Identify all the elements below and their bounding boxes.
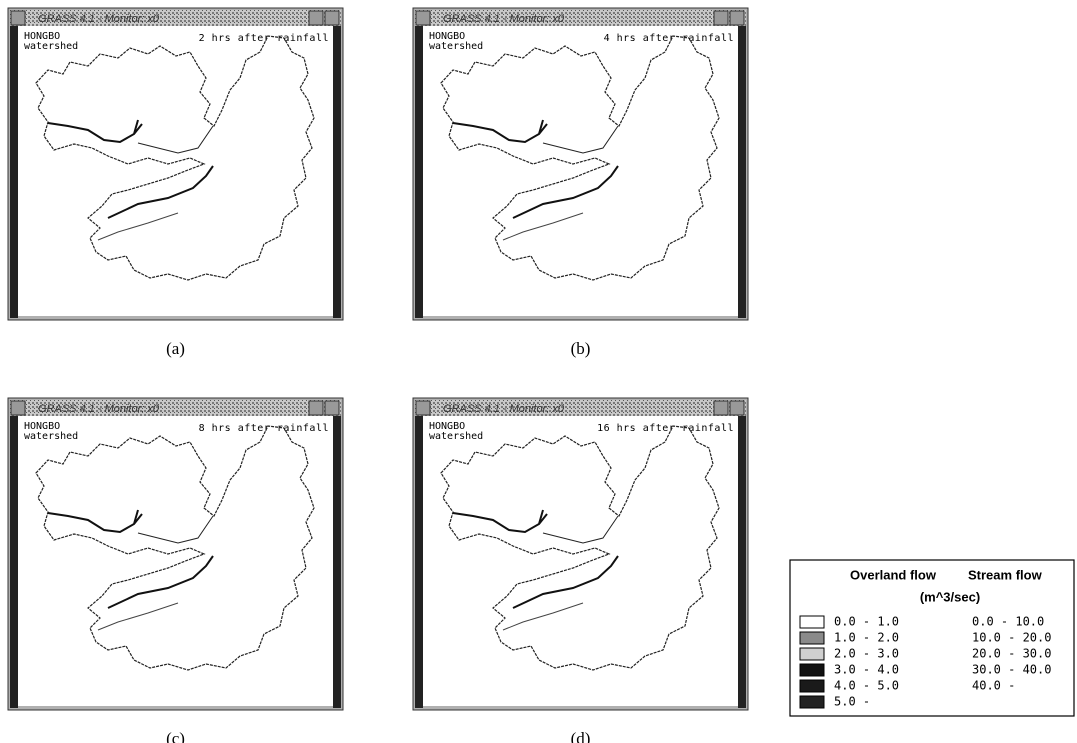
map-label: HONGBO: [24, 31, 60, 42]
legend-header: Overland flow: [850, 567, 937, 582]
map-canvas: [423, 26, 738, 316]
time-label: 2 hrs after rainfall: [199, 33, 329, 44]
overland-range: 5.0 -: [834, 695, 870, 709]
map-label: HONGBO: [429, 421, 465, 432]
menu-button: [10, 400, 26, 416]
legend-unit: (m^3/sec): [920, 589, 980, 604]
map-label: HONGBO: [24, 421, 60, 432]
right-border: [738, 416, 746, 708]
map-label: watershed: [429, 41, 483, 52]
legend-box: [789, 559, 1075, 717]
overland-range: 1.0 - 2.0: [834, 631, 899, 645]
stream-range: 20.0 - 30.0: [972, 647, 1051, 661]
right-border: [738, 26, 746, 318]
caption: (a): [166, 339, 185, 358]
legend-swatch: [799, 695, 825, 709]
max-button: [324, 400, 340, 416]
legend-swatch: [799, 647, 825, 661]
left-border: [10, 416, 18, 708]
window-title: GRASS 4.1 - Monitor: x0: [443, 13, 565, 25]
legend: Overland flow Stream flow (m^3/sec) 0.0 - 1…: [789, 559, 1075, 717]
window-title: GRASS 4.1 - Monitor: x0: [38, 403, 160, 415]
menu-button: [415, 400, 431, 416]
title-bar: [415, 10, 746, 26]
legend-swatch: [799, 679, 825, 693]
map-label: watershed: [429, 431, 483, 442]
stream-range: 30.0 - 40.0: [972, 663, 1051, 677]
caption: (c): [166, 729, 185, 743]
title-bar: [10, 10, 341, 26]
right-border: [333, 416, 341, 708]
menu-button: [415, 10, 431, 26]
legend-header: Stream flow: [968, 567, 1043, 582]
window-title: GRASS 4.1 - Monitor: x0: [443, 403, 565, 415]
right-border: [333, 26, 341, 318]
min-button: [713, 400, 729, 416]
overland-range: 4.0 - 5.0: [834, 679, 899, 693]
title-bar: [415, 400, 746, 416]
min-button: [713, 10, 729, 26]
legend-swatch: [799, 663, 825, 677]
legend-swatch: [799, 615, 825, 629]
legend-swatch: [799, 631, 825, 645]
map-label: watershed: [24, 41, 78, 52]
max-button: [324, 10, 340, 26]
map-canvas: [18, 26, 333, 316]
title-bar: [10, 400, 341, 416]
left-border: [415, 416, 423, 708]
max-button: [729, 400, 745, 416]
stream-range: 10.0 - 20.0: [972, 631, 1051, 645]
stream-range: 40.0 -: [972, 679, 1015, 693]
overland-range: 3.0 - 4.0: [834, 663, 899, 677]
caption: (b): [571, 339, 591, 358]
min-button: [308, 10, 324, 26]
caption: (d): [571, 729, 591, 743]
map-canvas: [18, 416, 333, 706]
menu-button: [10, 10, 26, 26]
min-button: [308, 400, 324, 416]
time-label: 4 hrs after rainfall: [604, 33, 734, 44]
left-border: [10, 26, 18, 318]
left-border: [415, 26, 423, 318]
time-label: 8 hrs after rainfall: [199, 423, 329, 434]
overland-range: 2.0 - 3.0: [834, 647, 899, 661]
time-label: 16 hrs after rainfall: [597, 423, 734, 434]
map-label: HONGBO: [429, 31, 465, 42]
window-title: GRASS 4.1 - Monitor: x0: [38, 13, 160, 25]
overland-range: 0.0 - 1.0: [834, 615, 899, 629]
stream-range: 0.0 - 10.0: [972, 615, 1044, 629]
map-canvas: [423, 416, 738, 706]
max-button: [729, 10, 745, 26]
map-label: watershed: [24, 431, 78, 442]
